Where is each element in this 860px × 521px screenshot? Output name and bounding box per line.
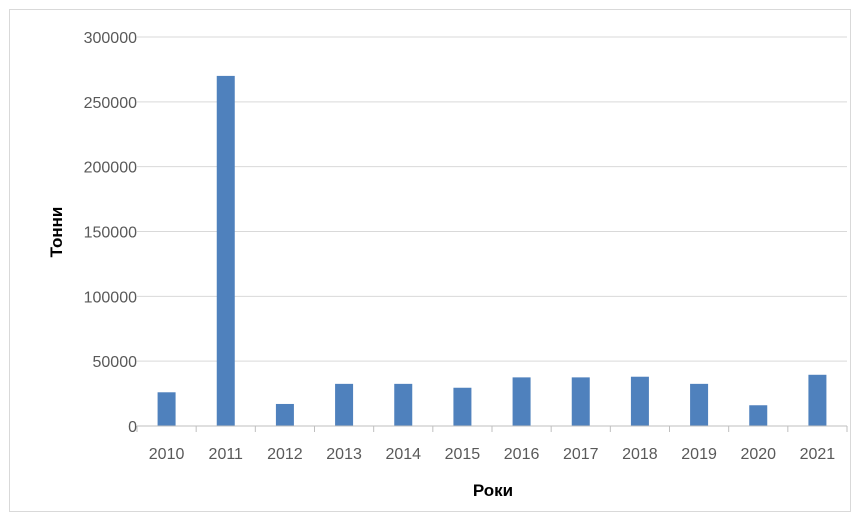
x-tick-label: 2018 bbox=[622, 446, 658, 463]
bar-2021 bbox=[808, 374, 827, 426]
y-tick-label: 300000 bbox=[84, 30, 137, 47]
bar-2011 bbox=[216, 75, 235, 427]
gridlines bbox=[137, 36, 847, 362]
y-tick-label: 0 bbox=[128, 419, 137, 436]
x-tick-label: 2010 bbox=[149, 446, 185, 463]
y-tick-label: 150000 bbox=[84, 225, 137, 242]
x-axis-title: Роки bbox=[473, 481, 513, 500]
chart-frame bbox=[9, 9, 851, 512]
bar-2010 bbox=[157, 392, 176, 426]
x-tick-label: 2015 bbox=[445, 446, 481, 463]
y-axis-ticks: 0 50000 100000 150000 200000 250000 300000 bbox=[84, 30, 137, 436]
y-tick-label: 250000 bbox=[84, 95, 137, 112]
x-tick-label: 2012 bbox=[267, 446, 303, 463]
bar-2018 bbox=[630, 376, 649, 426]
bar-2016 bbox=[512, 377, 531, 426]
x-tick-label: 2019 bbox=[681, 446, 717, 463]
y-tick-label: 200000 bbox=[84, 160, 137, 177]
bar-2013 bbox=[335, 383, 354, 426]
y-tick-label: 100000 bbox=[84, 289, 137, 306]
x-tick-label: 2017 bbox=[563, 446, 599, 463]
bar-2014 bbox=[394, 383, 413, 426]
x-tick-label: 2020 bbox=[740, 446, 776, 463]
x-tick-label: 2016 bbox=[504, 446, 540, 463]
y-axis-title: Тонни bbox=[47, 207, 66, 258]
x-tick-label: 2021 bbox=[800, 446, 836, 463]
x-tick-label: 2014 bbox=[385, 446, 421, 463]
y-tick-label: 50000 bbox=[93, 354, 138, 371]
bar-2012 bbox=[275, 403, 294, 426]
bar-2020 bbox=[749, 405, 768, 426]
bar-2019 bbox=[690, 383, 709, 426]
bars bbox=[157, 75, 827, 427]
bar-2015 bbox=[453, 387, 472, 426]
x-tick-label: 2013 bbox=[326, 446, 362, 463]
x-tick-label: 2011 bbox=[209, 446, 244, 463]
bar-2017 bbox=[571, 377, 590, 426]
x-axis-ticks: 2010 2011 2012 2013 2014 2015 2016 2017 2018 2019… bbox=[136, 426, 848, 463]
